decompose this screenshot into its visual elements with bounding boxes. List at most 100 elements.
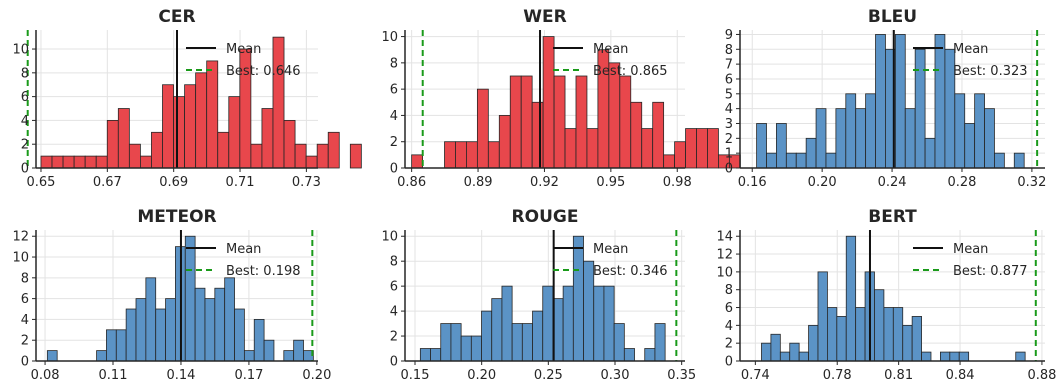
histogram-bar <box>696 128 708 169</box>
legend-best-label: Best: 0.323 <box>953 64 1028 79</box>
histogram-bar <box>894 34 906 169</box>
histogram-bar <box>564 128 577 169</box>
histogram-bar <box>855 307 866 362</box>
y-tick-label: 2 <box>390 330 398 345</box>
x-tick-label: 0.25 <box>534 368 563 383</box>
histogram-bar <box>173 96 185 169</box>
histogram-bar <box>904 108 916 169</box>
legend: Mean Best: 0.346 <box>553 242 668 279</box>
x-tick-label: 0.71 <box>226 175 255 190</box>
histogram-bar <box>460 335 472 362</box>
histogram-bar <box>62 155 75 169</box>
y-tick-label: 8 <box>21 66 29 81</box>
x-tick-label: 0.65 <box>26 175 55 190</box>
legend-mean-label: Mean <box>226 242 261 257</box>
histogram-bar <box>243 350 255 362</box>
x-tick-label: 0.95 <box>596 175 625 190</box>
y-tick-label: 6 <box>390 83 398 98</box>
y-tick-label: 4 <box>390 305 398 320</box>
histogram-bar <box>206 60 219 169</box>
x-tick-label: 0.84 <box>946 368 975 383</box>
legend-mean-label: Mean <box>953 242 988 257</box>
histogram-bar <box>253 319 265 362</box>
histogram-bar <box>162 84 174 169</box>
panel-title: BERT <box>868 207 917 227</box>
y-tick-label: 8 <box>725 43 733 58</box>
y-tick-label: 8 <box>21 271 29 286</box>
histogram-bar <box>96 350 107 362</box>
histogram-bar <box>902 324 913 362</box>
histogram-bar <box>283 120 296 169</box>
histogram-bar <box>95 155 108 169</box>
x-tick-label: 0.35 <box>667 368 696 383</box>
legend-best-label: Best: 0.865 <box>593 64 668 79</box>
y-tick-label: 0 <box>390 355 398 370</box>
histogram-bar <box>51 155 64 169</box>
histogram-bar <box>707 128 719 169</box>
histogram-bar <box>145 277 157 362</box>
histogram-bar <box>825 152 837 169</box>
histogram-bar <box>250 143 263 169</box>
legend-best-label: Best: 0.877 <box>953 264 1028 279</box>
histogram-bar <box>316 143 329 169</box>
y-tick-label: 9 <box>725 28 733 43</box>
histogram-bar <box>805 137 817 169</box>
histogram-bar <box>1013 152 1025 169</box>
histogram-bar <box>766 152 777 169</box>
histogram-bar <box>836 316 847 362</box>
histogram-bar <box>685 128 697 169</box>
histogram-bar <box>623 348 635 362</box>
x-tick-label: 0.73 <box>292 175 321 190</box>
legend: Mean Best: 0.877 <box>913 242 1028 279</box>
legend: Mean Best: 0.323 <box>913 42 1028 79</box>
y-tick-label: 10 <box>12 43 29 58</box>
y-tick-label: 4 <box>725 319 733 334</box>
x-tick-label: 0.24 <box>878 175 907 190</box>
histogram-bar <box>542 36 555 169</box>
histogram-bar <box>761 342 772 362</box>
histogram-bar <box>491 298 503 362</box>
y-tick-label: 0 <box>390 162 398 177</box>
y-tick-label: 3 <box>725 117 733 132</box>
histogram-bar <box>509 75 522 169</box>
histogram-bar <box>911 316 922 362</box>
histogram-bar <box>835 108 847 169</box>
x-tick-label: 0.69 <box>159 175 188 190</box>
histogram-bar <box>958 351 970 362</box>
histogram-bar <box>770 333 781 362</box>
histogram-bar <box>261 108 274 169</box>
histogram-bar <box>531 101 544 169</box>
histogram-bar <box>553 75 566 169</box>
histogram-bar <box>914 48 926 169</box>
histogram-bar <box>520 75 533 169</box>
x-tick-label: 0.15 <box>401 368 430 383</box>
legend-best-label: Best: 0.198 <box>226 264 301 279</box>
x-tick-label: 0.20 <box>302 368 331 383</box>
y-tick-label: 10 <box>381 30 398 45</box>
histogram-bar <box>283 350 295 362</box>
x-tick-label: 0.08 <box>31 368 60 383</box>
histogram-bar <box>455 141 467 169</box>
histogram-bar <box>641 128 654 169</box>
histogram-bar <box>619 75 632 169</box>
y-tick-label: 14 <box>716 230 733 245</box>
histogram-bar <box>217 131 230 169</box>
y-tick-label: 8 <box>725 283 733 298</box>
histogram-bar <box>892 307 904 362</box>
histogram-bar <box>949 351 960 362</box>
histogram-bar <box>855 108 867 169</box>
histogram-bar <box>204 298 216 362</box>
histogram-bar <box>532 310 544 362</box>
histogram-bar <box>795 152 807 169</box>
y-tick-label: 6 <box>21 292 29 307</box>
histogram-panel-wer: 0.86 0.89 0.92 0.95 0.980246810WERMeanBest: … <box>381 7 741 190</box>
histogram-bar <box>140 155 152 169</box>
legend-mean-label: Mean <box>226 42 261 57</box>
histogram-bar <box>128 143 141 169</box>
histogram-bar <box>272 36 285 169</box>
y-tick-label: 0 <box>725 355 733 370</box>
histogram-bar <box>155 308 166 362</box>
histogram-bar <box>827 307 838 362</box>
histogram-bar <box>674 141 686 169</box>
